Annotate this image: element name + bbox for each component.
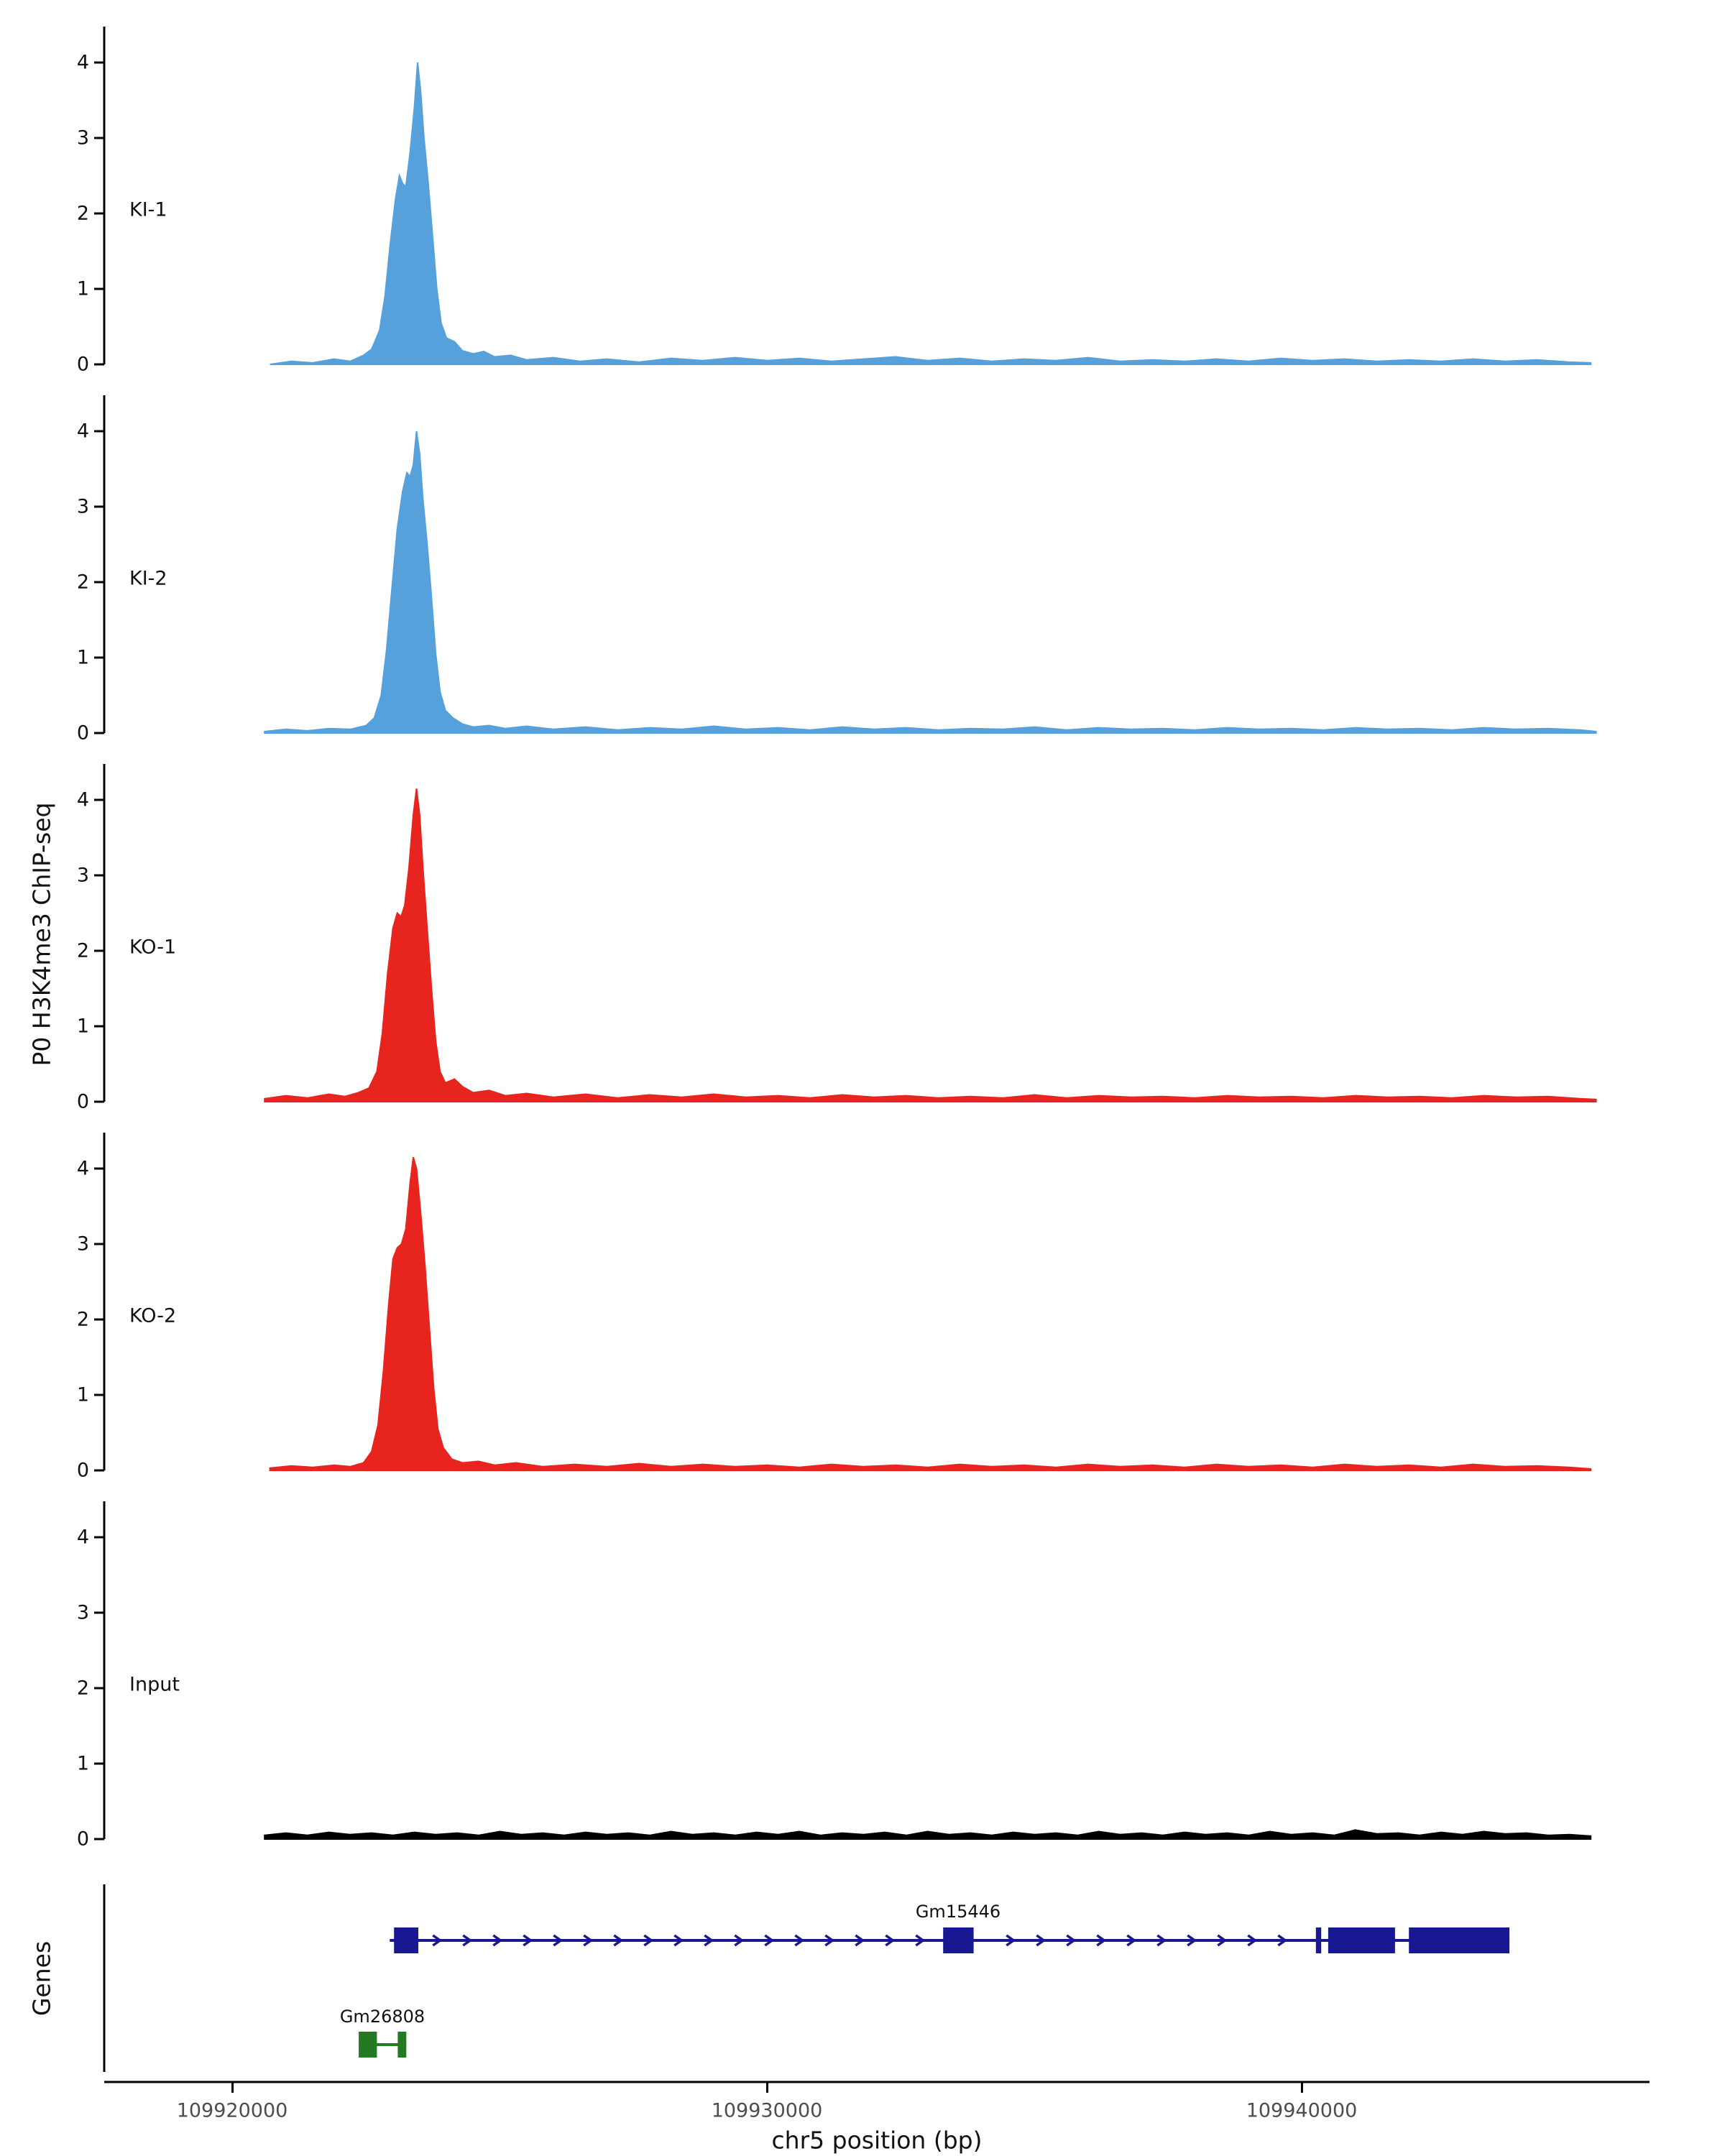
exon-box (1328, 1927, 1395, 1953)
signal-area-KI-1 (270, 62, 1592, 365)
strand-chevron-icon (553, 1934, 564, 1947)
y-tick-label: 4 (76, 420, 89, 443)
exon-box (1409, 1927, 1510, 1953)
track-KI-2 (94, 395, 1597, 734)
track-KI-1 (94, 27, 1592, 366)
strand-chevron-icon (1066, 1934, 1077, 1947)
track-label-ko1: KO-1 (129, 936, 177, 959)
y-tick-label: 1 (76, 1752, 89, 1775)
y-tick-label: 3 (76, 495, 89, 518)
strand-chevron-icon (885, 1934, 896, 1947)
strand-chevron-icon (764, 1934, 775, 1947)
track-Input (94, 1501, 1592, 1841)
strand-chevron-icon (734, 1934, 745, 1947)
strand-chevron-icon (1247, 1934, 1258, 1947)
y-tick-label: 4 (76, 1526, 89, 1549)
signal-area-KI-2 (264, 430, 1597, 734)
y-tick-label: 2 (76, 571, 89, 594)
strand-chevron-icon (643, 1934, 654, 1947)
y-tick-label: 2 (76, 202, 89, 225)
x-tick-label-109930000: 109930000 (711, 2099, 823, 2122)
strand-chevron-icon (1187, 1934, 1197, 1947)
gene-model-Gm26808 (359, 2032, 407, 2058)
gene-model-Gm15446 (390, 1927, 1510, 1953)
x-tick-label-109920000: 109920000 (176, 2099, 288, 2122)
x-tick-label-109940000: 109940000 (1246, 2099, 1358, 2122)
strand-chevron-icon (1217, 1934, 1228, 1947)
y-tick-label: 0 (76, 353, 89, 376)
strand-chevron-icon (613, 1934, 624, 1947)
exon-box (359, 2032, 377, 2058)
y-tick-label: 0 (76, 1459, 89, 1482)
y-tick-label: 0 (76, 722, 89, 745)
signal-area-KO-2 (269, 1157, 1592, 1471)
y-tick-label: 0 (76, 1828, 89, 1851)
strand-chevron-icon (523, 1934, 533, 1947)
signal-area-Input (264, 1829, 1592, 1840)
strand-chevron-icon (1006, 1934, 1016, 1947)
track-label-input: Input (129, 1673, 180, 1696)
strand-chevron-icon (915, 1934, 926, 1947)
exon-box (943, 1927, 974, 1953)
strand-chevron-icon (492, 1934, 503, 1947)
signal-area-KO-1 (264, 788, 1597, 1102)
y-tick-label: 2 (76, 1308, 89, 1331)
strand-chevron-icon (1126, 1934, 1137, 1947)
strand-chevron-icon (432, 1934, 443, 1947)
strand-chevron-icon (824, 1934, 835, 1947)
exon-box (394, 1927, 418, 1953)
track-KO-2 (94, 1133, 1592, 1472)
strand-chevron-icon (1277, 1934, 1288, 1947)
y-tick-label: 0 (76, 1090, 89, 1113)
y-tick-label: 1 (76, 646, 89, 669)
y-tick-label: 3 (76, 1233, 89, 1256)
y-tick-label: 3 (76, 1601, 89, 1624)
strand-chevron-icon (1036, 1934, 1046, 1947)
y-axis-title-genes: Genes (27, 1940, 56, 2017)
y-tick-label: 4 (76, 51, 89, 74)
y-tick-label: 2 (76, 939, 89, 962)
y-tick-label: 2 (76, 1677, 89, 1700)
strand-chevron-icon (1096, 1934, 1107, 1947)
gene-label-gm26808: Gm26808 (339, 2007, 426, 2027)
strand-chevron-icon (1156, 1934, 1167, 1947)
y-tick-label: 3 (76, 126, 89, 149)
strand-chevron-icon (462, 1934, 473, 1947)
y-tick-label: 3 (76, 864, 89, 887)
strand-chevron-icon (855, 1934, 865, 1947)
strand-chevron-icon (583, 1934, 594, 1947)
y-tick-label: 1 (76, 277, 89, 300)
strand-chevron-icon (794, 1934, 805, 1947)
track-label-ko2: KO-2 (129, 1304, 177, 1327)
y-axis-title-tracks: P0 H3K4me3 ChIP-seq (27, 802, 56, 1067)
exon-box (397, 2032, 407, 2058)
track-label-ki1: KI-1 (129, 198, 167, 221)
gene-label-gm15446: Gm15446 (915, 1902, 1001, 1922)
y-tick-label: 1 (76, 1015, 89, 1038)
strand-chevron-icon (704, 1934, 714, 1947)
y-tick-label: 4 (76, 788, 89, 811)
track-label-ki2: KI-2 (129, 567, 167, 590)
y-tick-label: 1 (76, 1383, 89, 1406)
track-KO-1 (94, 764, 1597, 1103)
x-axis-title: chr5 position (bp) (771, 2126, 983, 2155)
exon-box (1315, 1927, 1322, 1953)
y-tick-label: 4 (76, 1157, 89, 1180)
strand-chevron-icon (673, 1934, 684, 1947)
